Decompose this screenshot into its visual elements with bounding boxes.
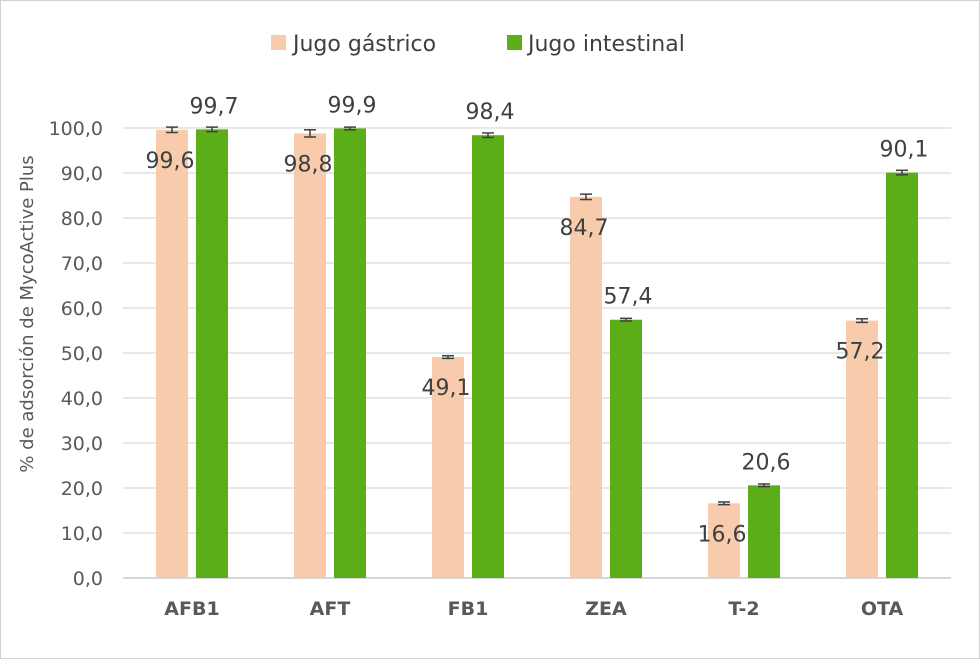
y-tick-label: 90,0 (61, 163, 103, 185)
y-axis-ticks: 0,0 10,0 20,0 30,0 40,0 50,0 60,0 70,0 80,0 90,0 1… (49, 118, 103, 590)
data-label-gastrico: 99,6 (146, 149, 195, 174)
data-label-gastrico: 16,6 (698, 522, 747, 547)
bar-gastrico (570, 196, 602, 578)
bar-intestinal (334, 128, 366, 578)
bar-intestinal (196, 129, 228, 578)
x-category-label: ZEA (585, 598, 627, 620)
legend-label-gastrico: Jugo gástrico (291, 32, 436, 57)
x-category-label: OTA (861, 598, 904, 620)
legend: Jugo gástrico Jugo intestinal (271, 32, 685, 57)
error-bar (304, 129, 316, 138)
data-label-intestinal: 20,6 (742, 450, 791, 475)
error-bar (344, 126, 356, 131)
error-bar (856, 318, 868, 324)
data-labels: 99,6 99,7 98,8 99,9 49,1 98,4 84,7 57,4 16,6 20,6… (146, 93, 929, 547)
legend-swatch-intestinal (507, 35, 522, 50)
data-label-gastrico: 49,1 (422, 376, 471, 401)
y-tick-label: 40,0 (61, 388, 103, 410)
error-bar (442, 354, 454, 360)
error-bar (206, 126, 218, 133)
legend-label-intestinal: Jugo intestinal (526, 32, 685, 57)
bar-intestinal (748, 485, 780, 578)
y-tick-label: 30,0 (61, 433, 103, 455)
data-label-gastrico: 98,8 (284, 152, 333, 177)
bar-gastrico (708, 503, 740, 578)
bar-intestinal (472, 135, 504, 578)
x-category-label: FB1 (448, 598, 489, 620)
error-bar (758, 483, 770, 488)
bar-gastrico (294, 133, 326, 578)
data-label-intestinal: 98,4 (466, 100, 515, 125)
y-tick-label: 10,0 (61, 523, 103, 545)
data-label-intestinal: 99,7 (190, 94, 239, 119)
y-tick-label: 70,0 (61, 253, 103, 275)
y-tick-label: 60,0 (61, 298, 103, 320)
error-bar (482, 132, 494, 139)
bar-gastrico (846, 320, 878, 578)
data-label-intestinal: 57,4 (604, 285, 653, 310)
error-bars (166, 126, 908, 506)
error-bar (620, 317, 632, 322)
error-bar (166, 126, 178, 134)
data-label-gastrico: 57,2 (836, 340, 885, 365)
error-bar (580, 193, 592, 201)
y-tick-label: 20,0 (61, 478, 103, 500)
bar-gastrico (432, 357, 464, 578)
data-label-intestinal: 99,9 (328, 93, 377, 118)
x-axis-categories: AFB1 AFT FB1 ZEA T-2 OTA (164, 598, 903, 620)
x-category-label: AFT (310, 598, 351, 620)
legend-swatch-gastrico (271, 35, 286, 50)
y-tick-label: 100,0 (49, 118, 103, 140)
data-label-gastrico: 84,7 (560, 216, 609, 241)
bar-gastrico (156, 129, 188, 579)
x-category-label: AFB1 (164, 598, 219, 620)
error-bar (896, 169, 908, 176)
y-tick-label: 50,0 (61, 343, 103, 365)
gridlines (123, 127, 951, 579)
bar-intestinal (886, 172, 918, 579)
data-label-intestinal: 90,1 (880, 138, 929, 163)
y-tick-label: 0,0 (73, 568, 103, 590)
y-axis-title: % de adsorción de MycoActive Plus (17, 155, 38, 472)
y-tick-label: 80,0 (61, 208, 103, 230)
x-category-label: T-2 (728, 598, 759, 620)
bar-intestinal (610, 319, 642, 578)
error-bar (718, 501, 730, 506)
bars (156, 128, 918, 579)
